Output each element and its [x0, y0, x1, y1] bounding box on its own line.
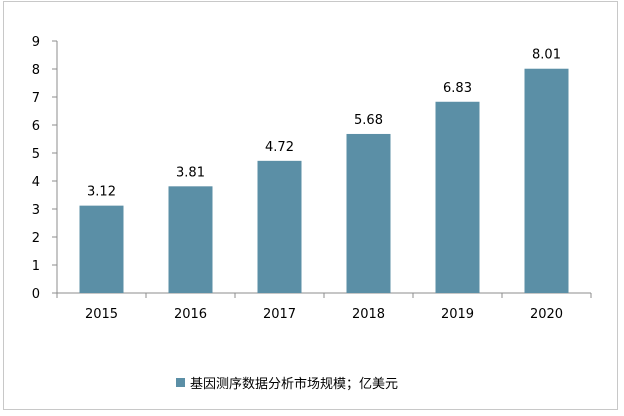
x-axis: 2015 2016 2017 2018 2019 2020: [56, 292, 592, 322]
x-tick-label: 2020: [530, 307, 563, 322]
y-tick-label: 4: [32, 175, 40, 190]
bar-2019: [435, 101, 480, 293]
bar-series: 3.12 3.81 4.72 5.68 6.83 8.01: [79, 48, 569, 293]
bar-2016: [168, 186, 213, 293]
y-tick-label: 3: [32, 203, 40, 218]
data-label: 3.12: [87, 185, 116, 200]
y-tick-label: 9: [32, 35, 40, 50]
x-tick-label: 2016: [174, 307, 207, 322]
data-label: 6.83: [443, 81, 472, 96]
x-tick-label: 2019: [441, 307, 474, 322]
x-tick-label: 2015: [85, 307, 118, 322]
y-tick-label: 6: [32, 119, 40, 134]
data-label: 3.81: [176, 165, 205, 180]
chart-frame: [3, 1, 618, 410]
y-tick-label: 1: [32, 259, 40, 274]
bar-2015: [79, 205, 124, 293]
bar-2020: [524, 68, 569, 293]
y-tick-label: 5: [32, 147, 40, 162]
legend-label: 基因测序数据分析市场规模；亿美元: [190, 376, 399, 392]
y-tick-label: 2: [32, 231, 40, 246]
data-label: 5.68: [354, 113, 383, 128]
bar-2018: [346, 133, 391, 293]
y-tick-label: 7: [32, 91, 40, 106]
data-label: 4.72: [265, 140, 294, 155]
bar-2017: [257, 160, 302, 293]
y-axis: 0 1 2 3 4 5 6 7 8 9: [32, 35, 58, 302]
x-tick-label: 2017: [263, 307, 296, 322]
legend: 基因测序数据分析市场规模；亿美元: [176, 374, 399, 392]
y-tick-label: 0: [32, 287, 40, 302]
y-tick-label: 8: [32, 63, 40, 78]
legend-swatch: [176, 377, 185, 387]
x-tick-label: 2018: [352, 307, 385, 322]
data-label: 8.01: [532, 48, 561, 63]
